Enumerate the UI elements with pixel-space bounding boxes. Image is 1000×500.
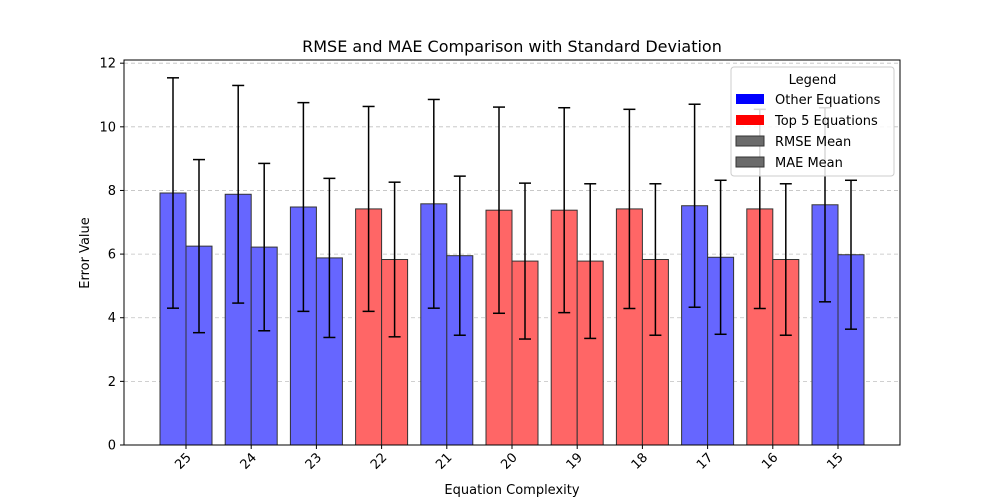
y-axis-label: Error Value — [78, 217, 93, 289]
legend-entry-other-swatch — [736, 94, 764, 104]
legend-entry-rmse: RMSE Mean — [775, 135, 851, 150]
y-tick-label: 2 — [108, 375, 116, 390]
y-tick-label: 4 — [108, 311, 116, 326]
x-tick-label: 24 — [238, 450, 260, 472]
legend-entry-other: Other Equations — [775, 93, 881, 108]
x-tick-label: 23 — [303, 450, 325, 472]
legend-entry-mae-swatch — [735, 156, 765, 168]
y-tick-label: 6 — [108, 248, 116, 263]
y-tick-label: 0 — [108, 439, 116, 454]
x-tick-label: 18 — [629, 450, 651, 472]
x-tick-label: 22 — [368, 450, 390, 472]
x-tick-label: 17 — [694, 450, 716, 472]
x-tick-label: 25 — [172, 450, 194, 472]
legend-box — [730, 66, 895, 177]
bars — [159, 192, 865, 446]
y-axis: 0 2 4 6 8 10 12 — [99, 57, 124, 454]
x-tick-label: 16 — [759, 450, 781, 472]
chart-title: RMSE and MAE Comparison with Standard De… — [302, 37, 722, 56]
legend-entry-mae: MAE Mean — [775, 156, 843, 171]
legend-title: Legend — [789, 73, 837, 88]
x-tick-label: 15 — [824, 450, 846, 472]
legend-entry-top5: Top 5 Equations — [774, 114, 878, 129]
x-axis-label: Equation Complexity — [444, 483, 579, 498]
legend-entry-top5-swatch — [736, 115, 764, 125]
x-axis: 25 24 23 22 21 20 19 18 17 16 15 — [172, 445, 847, 473]
x-tick-label: 21 — [433, 450, 455, 472]
legend: Legend Other Equations Top 5 Equations RMSE… — [730, 66, 895, 177]
y-tick-label: 10 — [99, 120, 116, 135]
legend-entry-rmse-swatch — [735, 135, 765, 147]
y-tick-label: 12 — [99, 57, 116, 72]
x-tick-label: 20 — [498, 450, 520, 472]
x-tick-label: 19 — [564, 450, 586, 472]
y-tick-label: 8 — [108, 184, 116, 199]
